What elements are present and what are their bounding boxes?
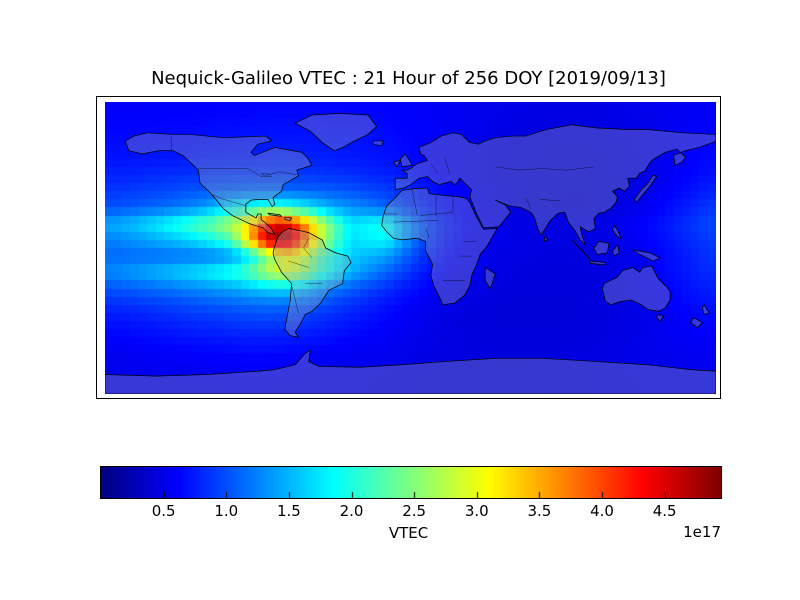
continent-north-america bbox=[124, 132, 313, 235]
colorbar-tick-labels: 0.5 1.0 1.5 2.0 2.5 3.0 3.5 4.0 4.5 bbox=[101, 502, 721, 522]
colorbar-tick-label: 1.0 bbox=[214, 502, 239, 520]
continent-africa bbox=[381, 187, 498, 306]
island-britain bbox=[399, 153, 413, 168]
island-ireland bbox=[393, 160, 401, 168]
island-new-zealand-north bbox=[702, 304, 710, 315]
island-iceland bbox=[372, 140, 384, 147]
colorbar-gradient-canvas bbox=[101, 467, 721, 498]
continent-greenland bbox=[294, 112, 377, 152]
colorbar-offset-text: 1e17 bbox=[683, 523, 721, 541]
island-japan bbox=[634, 174, 657, 203]
island-madagascar bbox=[484, 267, 496, 289]
island-sri-lanka bbox=[544, 236, 549, 242]
island-new-guinea bbox=[632, 249, 661, 262]
colorbar-tick-label: 1.5 bbox=[276, 502, 301, 520]
colorbar-tick-label: 4.0 bbox=[590, 502, 614, 520]
colorbar-tick-label: 4.5 bbox=[652, 502, 677, 520]
great-lakes bbox=[260, 173, 272, 177]
island-hispaniola bbox=[284, 216, 293, 221]
continent-eurasia bbox=[394, 124, 716, 246]
colorbar-tick-label: 2.0 bbox=[339, 502, 364, 520]
island-philippines bbox=[612, 224, 622, 239]
island-new-zealand-south bbox=[690, 317, 703, 328]
continent-australia bbox=[601, 265, 671, 312]
country-borders bbox=[170, 136, 594, 313]
colorbar-tick-label: 3.5 bbox=[527, 502, 552, 520]
colorbar-tick-label: 3.0 bbox=[464, 502, 489, 520]
colorbar bbox=[100, 466, 722, 499]
island-sumatra bbox=[571, 239, 591, 260]
colorbar-tick-label: 0.5 bbox=[151, 502, 176, 520]
vtec-heatmap-canvas bbox=[105, 102, 716, 394]
colorbar-tick-label: 2.5 bbox=[402, 502, 427, 520]
island-java bbox=[590, 260, 607, 266]
island-sulawesi bbox=[612, 244, 620, 257]
map-frame bbox=[96, 96, 721, 399]
continent-antarctica bbox=[105, 349, 716, 394]
chart-title: Nequick-Galileo VTEC : 21 Hour of 256 DO… bbox=[151, 68, 666, 89]
colorbar-axis-label: VTEC bbox=[388, 524, 429, 542]
island-tasmania bbox=[656, 314, 664, 322]
island-cuba bbox=[267, 212, 282, 217]
world-map-overlay bbox=[105, 112, 716, 394]
continent-south-america bbox=[272, 228, 352, 338]
island-borneo bbox=[593, 241, 610, 255]
